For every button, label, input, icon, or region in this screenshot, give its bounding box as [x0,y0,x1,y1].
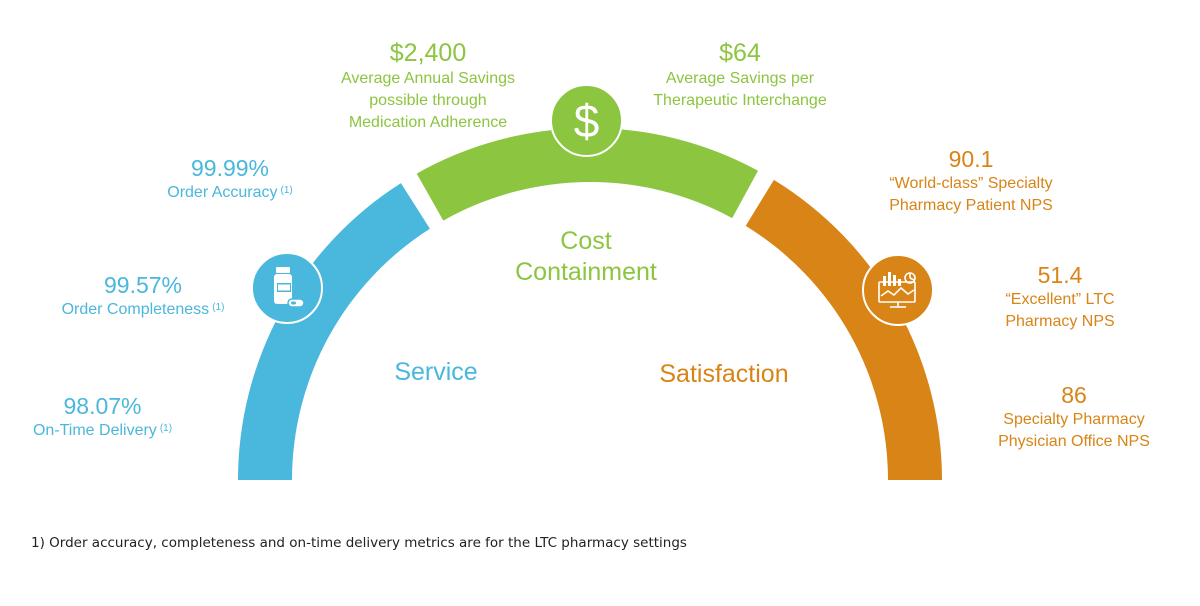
metric-label-line: Medication Adherence [348,114,508,131]
dollar-icon: $ [573,94,600,147]
metric-value: 99.99% [190,155,269,181]
metric-ltc-pharmacy-nps: 51.4 “Excellent” LTC Pharmacy NPS [990,262,1130,333]
metric-label-line: Pharmacy NPS [1005,313,1115,330]
metric-label: Order Completeness [61,301,210,318]
footnote-ref: (1) [212,302,225,313]
metric-value: 51.4 [1037,262,1083,288]
satisfaction-arc-segment [745,179,942,480]
satisfaction-label: Satisfaction [659,360,789,388]
metric-label-line: “World-class” Specialty [889,175,1053,192]
footnote-ref: (1) [280,185,293,196]
metric-label-line: “Excellent” LTC [1005,291,1115,308]
analytics-monitor-icon [878,272,916,308]
metric-value: $2,400 [389,39,467,67]
metric-label-line: Physician Office NPS [998,433,1150,450]
footnote: 1) Order accuracy, completeness and on-t… [31,535,687,551]
cost-icon-circle: $ [550,84,623,157]
metric-order-accuracy: 99.99% Order Accuracy (1) [140,155,320,204]
cost-label-line2: Containment [515,258,657,286]
metric-value: 90.1 [948,146,994,172]
cost-label-line1: Cost [560,227,612,255]
metric-label-line: Pharmacy Patient NPS [889,197,1053,214]
pill-bottle-icon [274,267,305,308]
metric-order-completeness: 99.57% Order Completeness (1) [38,272,248,321]
satisfaction-icon-circle [862,254,934,326]
metric-label: Order Accuracy [167,184,278,201]
metric-annual-savings: $2,400 Average Annual Savings possible t… [318,38,538,134]
metric-specialty-patient-nps: 90.1 “World-class” Specialty Pharmacy Pa… [868,146,1074,217]
cost-containment-label: Cost Containment [486,226,686,288]
metric-label-line: Average Savings per [665,70,815,87]
metric-physician-office-nps: 86 Specialty Pharmacy Physician Office N… [976,382,1172,453]
metric-value: 99.57% [103,272,182,298]
metric-therapeutic-interchange-savings: $64 Average Savings per Therapeutic Inte… [640,38,840,112]
metric-label-line: possible through [369,92,487,109]
metric-value: 86 [1061,382,1087,408]
metric-value: $64 [719,39,761,67]
service-label: Service [394,358,478,386]
metric-label: On-Time Delivery [32,422,157,439]
metric-label-line: Specialty Pharmacy [1003,411,1145,428]
metric-label-line: Therapeutic Interchange [653,92,827,109]
metric-label-line: Average Annual Savings [340,70,516,87]
metric-value: 98.07% [63,393,142,419]
cost-arc-segment [416,128,758,221]
service-arc-segment [238,183,430,480]
metric-on-time-delivery: 98.07% On-Time Delivery (1) [10,393,195,442]
service-icon-circle [251,252,323,324]
footnote-ref: (1) [159,423,173,434]
